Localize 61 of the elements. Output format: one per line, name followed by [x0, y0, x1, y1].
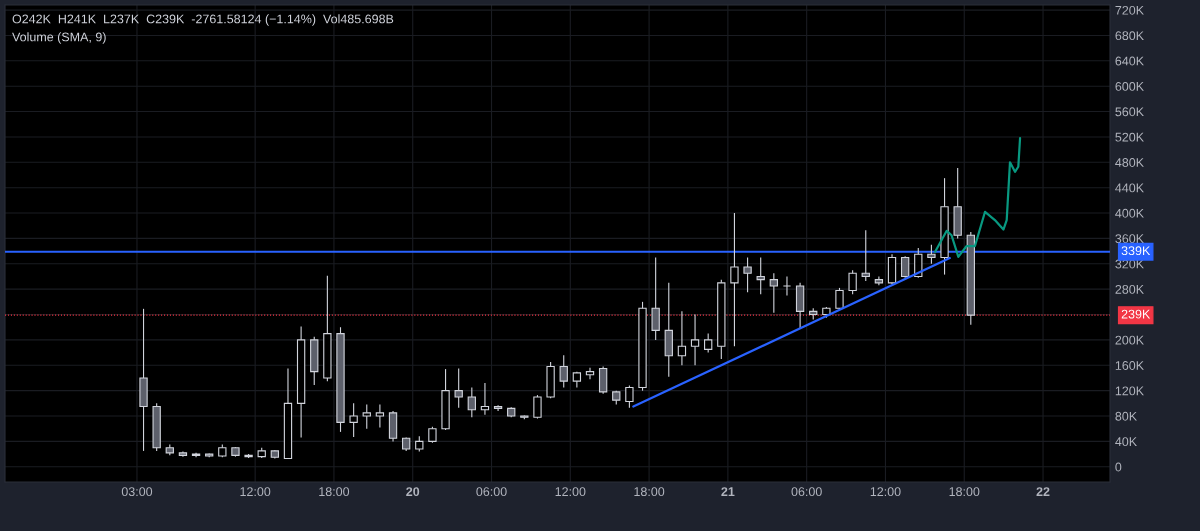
candlestick [756, 256, 765, 295]
y-tick-label: 80K [1115, 411, 1137, 421]
candlestick [349, 402, 358, 438]
candlestick [730, 212, 739, 347]
annotation: Volume (SMA, 9) [12, 32, 106, 44]
candlestick [874, 275, 884, 286]
x-tick-label: 06:00 [791, 487, 822, 497]
candlestick [493, 404, 503, 412]
candlestick [559, 354, 568, 389]
y-tick-label: 640K [1115, 56, 1144, 66]
candlestick [677, 310, 687, 366]
candlestick [598, 366, 608, 395]
y-tick-label: 160K [1115, 361, 1144, 370]
x-tick-label: 20 [406, 487, 420, 497]
y-tick-label: 480K [1115, 158, 1144, 167]
x-tick-label: 12:00 [240, 487, 271, 497]
y-tick-label: 280K [1115, 284, 1144, 294]
x-tick-label: 18:00 [319, 487, 350, 497]
x-tick-label: 03:00 [121, 487, 153, 497]
candlestick [769, 272, 779, 314]
y-tick-label: 720K [1115, 5, 1144, 15]
candlestick [585, 367, 595, 380]
y-tick-label: 360K [1115, 234, 1144, 244]
y-tick-label: 680K [1115, 31, 1144, 41]
y-tick-label: 120K [1115, 386, 1144, 396]
x-tick-label: 22 [1036, 487, 1050, 496]
y-tick-label: 200K [1115, 335, 1144, 345]
x-tick-label: 06:00 [476, 487, 507, 497]
x-tick-label: 21 [721, 487, 735, 496]
ref-line-label: 239K [1121, 309, 1151, 319]
candlestick [467, 386, 476, 418]
candlestick [454, 367, 463, 409]
candlestick [690, 313, 700, 366]
y-tick-label: 560K [1115, 107, 1144, 117]
candlestick [533, 394, 542, 420]
y-tick-label: 400K [1115, 208, 1144, 218]
candlestick [782, 275, 792, 297]
y-tick-label: 520K [1115, 132, 1144, 142]
y-tick-label: 0 [1115, 462, 1122, 472]
annotation: O242K H241K L237K C239K -2761.58124 (−1.14%) Vol485.698B [12, 14, 394, 26]
candlestick [625, 385, 634, 409]
candlestick [651, 256, 660, 341]
x-tick-label: 18:00 [634, 487, 665, 497]
x-tick-label: 12:00 [555, 487, 586, 497]
candlestick [861, 229, 870, 282]
y-tick-label: 40K [1115, 437, 1137, 447]
candlestick [480, 382, 490, 416]
y-tick-label: 320K [1115, 259, 1144, 269]
ref-line-label: 339K [1121, 246, 1151, 256]
x-tick-label: 18:00 [949, 487, 980, 497]
candlestick [362, 404, 371, 430]
y-tick-label: 600K [1115, 81, 1144, 91]
candlestick [375, 404, 385, 429]
candlestick [914, 247, 923, 279]
candlestick [900, 255, 910, 279]
candlestick [743, 256, 752, 293]
candlestick [848, 269, 857, 295]
y-tick-label: 440K [1115, 183, 1144, 193]
x-tick-label: 12:00 [870, 487, 901, 497]
candlestick [704, 333, 713, 354]
candlestick [927, 244, 936, 265]
